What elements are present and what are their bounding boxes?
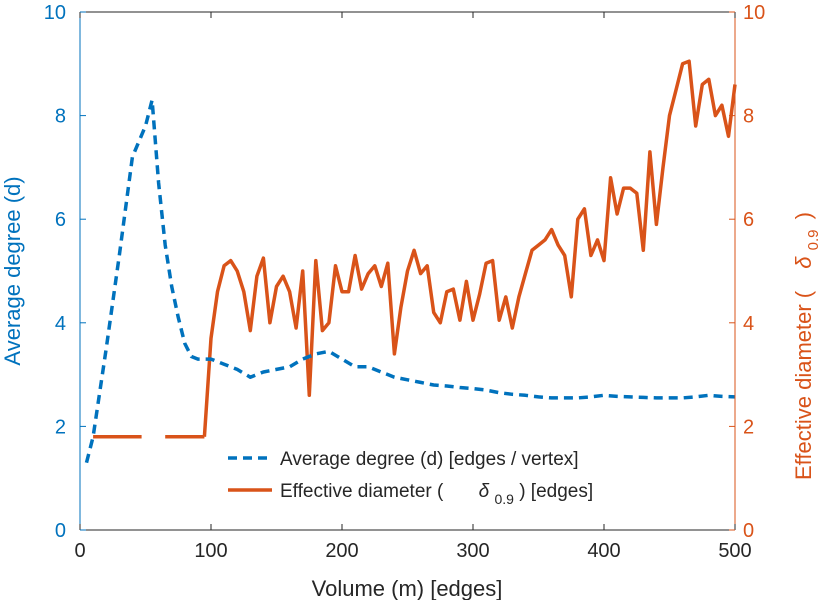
right-y-axis-label-symbol: δ bbox=[791, 256, 816, 269]
legend-label-effective-diameter-suffix: ) [edges] bbox=[519, 481, 593, 502]
x-tick-label: 200 bbox=[325, 540, 358, 562]
x-tick-label: 300 bbox=[456, 540, 489, 562]
left-y-axis-label: Average degree (d) bbox=[0, 176, 25, 365]
series-effective-diameter-segment-2 bbox=[202, 59, 737, 437]
legend: Average degree (d) [edges / vertex] Effe… bbox=[228, 449, 593, 509]
legend-label-effective-diameter: Effective diameter ( δ 0.9 ) [edges] bbox=[280, 481, 593, 509]
left-y-tick-label: 4 bbox=[55, 313, 66, 335]
x-axis-label: Volume (m) [edges] bbox=[312, 576, 503, 600]
x-tick-label: 100 bbox=[194, 540, 227, 562]
legend-label-effective-diameter-prefix: Effective diameter ( bbox=[280, 481, 444, 502]
right-y-axis-label-subscript: 0.9 bbox=[805, 230, 822, 251]
axes-layer bbox=[79, 11, 736, 531]
left-y-tick-label: 10 bbox=[44, 2, 66, 24]
legend-label-effective-diameter-symbol: δ bbox=[479, 481, 490, 502]
right-y-tick-label: 0 bbox=[743, 520, 754, 542]
legend-label-effective-diameter-subscript: 0.9 bbox=[494, 491, 514, 507]
right-y-axis-label-text: Effective diameter ( bbox=[791, 290, 816, 480]
right-y-tick-label: 2 bbox=[743, 416, 754, 438]
left-y-tick-label: 2 bbox=[55, 416, 66, 438]
left-y-tick-label: 0 bbox=[55, 520, 66, 542]
right-y-tick-label: 4 bbox=[743, 313, 754, 335]
right-y-tick-label: 8 bbox=[743, 106, 754, 128]
x-tick-label: 500 bbox=[718, 540, 751, 562]
series-layer bbox=[84, 59, 737, 464]
left-y-tick-label: 8 bbox=[55, 106, 66, 128]
x-tick-label: 0 bbox=[74, 540, 85, 562]
left-y-tick-label: 6 bbox=[55, 209, 66, 231]
right-y-tick-label: 6 bbox=[743, 209, 754, 231]
right-y-tick-label: 10 bbox=[743, 2, 765, 24]
right-y-axis-label-suffix: ) bbox=[791, 212, 816, 219]
legend-label-average-degree: Average degree (d) [edges / vertex] bbox=[280, 449, 579, 470]
right-y-axis-label: Effective diameter ( δ 0.9 ) bbox=[791, 212, 823, 480]
x-tick-label: 400 bbox=[587, 540, 620, 562]
series-average-degree-line bbox=[84, 98, 736, 464]
